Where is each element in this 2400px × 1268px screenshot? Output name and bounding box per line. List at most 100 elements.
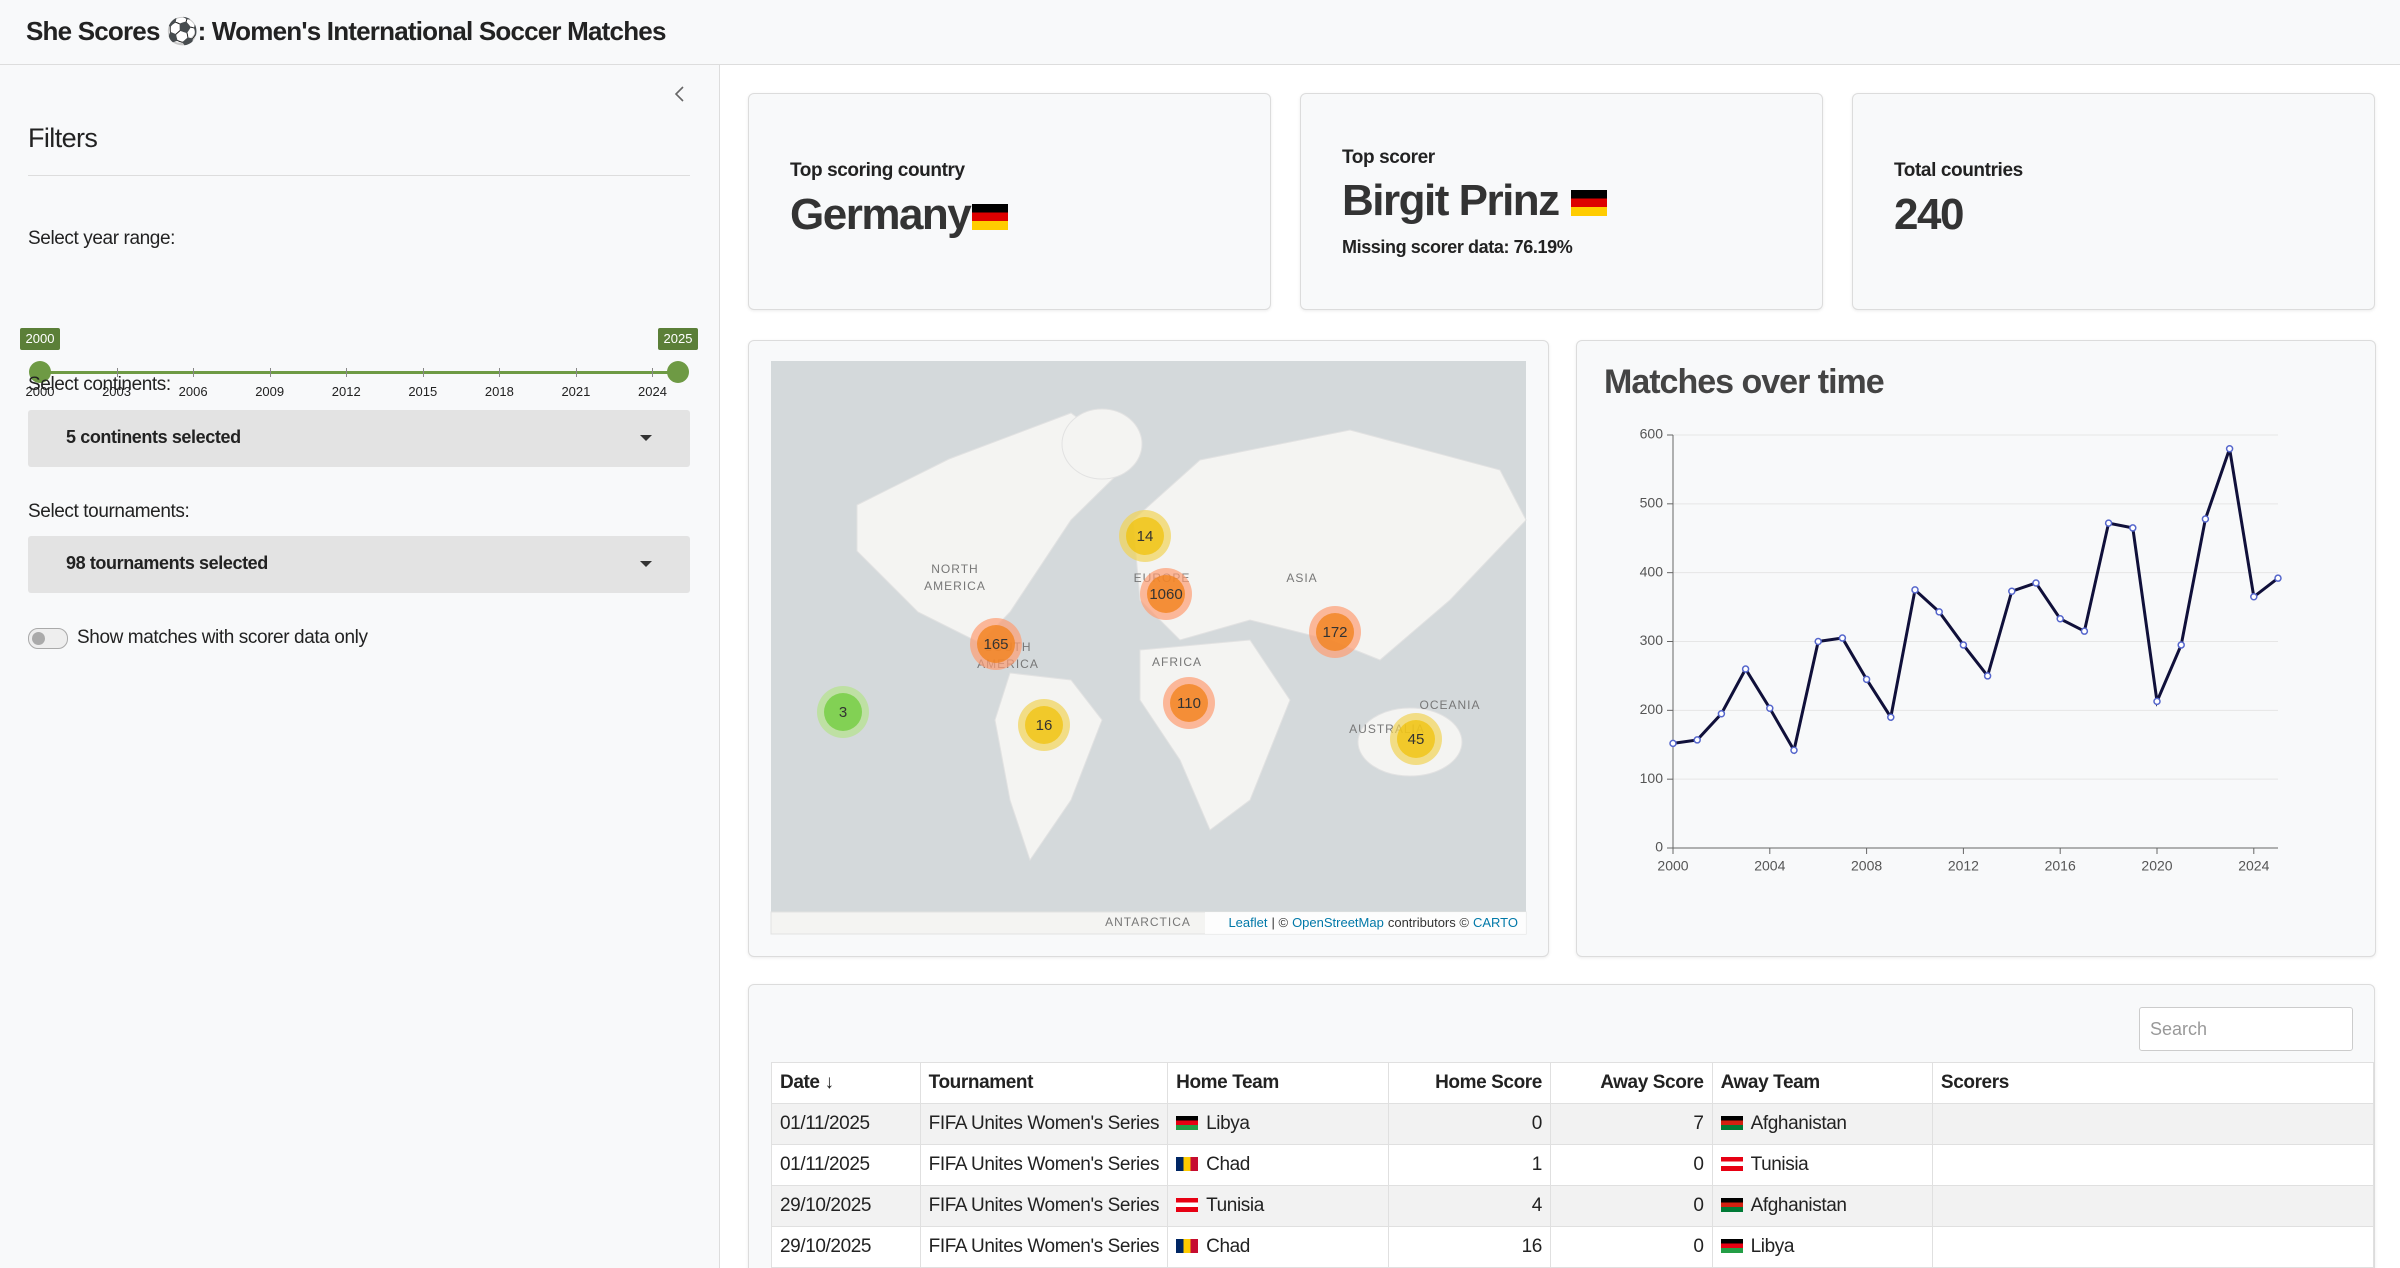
y-tick-label: 0 (1655, 839, 1663, 855)
line-marker (1791, 747, 1797, 753)
map-label: NORTH (931, 562, 978, 576)
table-cell: Afghanistan (1712, 1104, 1932, 1145)
table-cell: 1 (1389, 1145, 1551, 1186)
header-row: Date ↓TournamentHome TeamHome ScoreAway … (772, 1063, 2374, 1104)
line-marker (2033, 580, 2039, 586)
map-label: AMERICA (924, 579, 986, 593)
table-cell: Tunisia (1712, 1145, 1932, 1186)
table-row: 29/10/2025FIFA Unites Women's SeriesTuni… (772, 1186, 2374, 1227)
table-cell: 01/11/2025 (772, 1104, 921, 1145)
cluster-count: 14 (1137, 528, 1154, 545)
table-cell: Chad (1168, 1227, 1389, 1268)
table-row: 01/11/2025FIFA Unites Women's SeriesLiby… (772, 1104, 2374, 1145)
search-placeholder: Search (2150, 1019, 2207, 1040)
x-tick-label: 2004 (1754, 858, 1785, 874)
attribution-part: | © (1271, 915, 1288, 930)
line-marker (1985, 673, 1991, 679)
cluster-count: 1060 (1149, 586, 1182, 603)
cell-text: Tunisia (1751, 1154, 1809, 1175)
map-cluster[interactable]: 16 (1018, 699, 1070, 751)
map-label: ANTARCTICA (1105, 915, 1191, 929)
table-panel: Search Date ↓TournamentHome TeamHome Sco… (748, 984, 2375, 1268)
line-marker (2275, 575, 2281, 581)
table-cell: Libya (1168, 1104, 1389, 1145)
line-marker (2081, 628, 2087, 634)
map-cluster[interactable]: 3 (817, 686, 869, 738)
chart-title: Matches over time (1604, 363, 1884, 401)
line-marker (2154, 698, 2160, 704)
column-header[interactable]: Home Team (1168, 1063, 1389, 1104)
table-cell: FIFA Unites Women's Series (920, 1104, 1167, 1145)
map-attribution: Leaflet | © OpenStreetMap contributors ©CAR… (1228, 915, 1518, 930)
cluster-count: 3 (839, 704, 847, 721)
search-box[interactable]: Search (2139, 1007, 2353, 1051)
map-cluster[interactable]: 172 (1309, 606, 1361, 658)
x-tick-label: 2012 (1948, 858, 1979, 874)
column-header[interactable]: Away Team (1712, 1063, 1932, 1104)
cluster-count: 110 (1177, 695, 1201, 712)
table-cell (1932, 1186, 2373, 1227)
line-marker (1839, 635, 1845, 641)
table-cell: 4 (1389, 1186, 1551, 1227)
map-cluster[interactable]: 165 (970, 618, 1022, 670)
map-cluster[interactable]: 1060 (1140, 568, 1192, 620)
column-header[interactable]: Home Score (1389, 1063, 1551, 1104)
map-cluster[interactable]: 14 (1119, 510, 1171, 562)
line-series (1673, 449, 2278, 750)
column-header[interactable]: Scorers (1932, 1063, 2373, 1104)
x-tick-label: 2000 (1657, 858, 1688, 874)
x-tick-label: 2016 (2045, 858, 2076, 874)
line-marker (1864, 676, 1870, 682)
y-tick-label: 300 (1640, 632, 1664, 648)
line-marker (1960, 642, 1966, 648)
attribution-part: Leaflet (1228, 915, 1267, 930)
y-tick-label: 500 (1640, 495, 1664, 511)
flag-icon (1176, 1198, 1198, 1212)
map-cluster[interactable]: 45 (1390, 713, 1442, 765)
table-cell: 01/11/2025 (772, 1145, 921, 1186)
column-header[interactable]: Away Score (1550, 1063, 1712, 1104)
table-cell: Libya (1712, 1227, 1932, 1268)
line-marker (2202, 516, 2208, 522)
table-cell: 0 (1550, 1145, 1712, 1186)
table-cell: 0 (1550, 1227, 1712, 1268)
y-tick-label: 200 (1640, 701, 1664, 717)
flag-icon (1721, 1198, 1743, 1212)
column-header[interactable]: Date ↓ (772, 1063, 921, 1104)
flag-icon (1721, 1239, 1743, 1253)
line-marker (1670, 740, 1676, 746)
table-row: 29/10/2025FIFA Unites Women's SeriesChad… (772, 1227, 2374, 1268)
table-cell: 29/10/2025 (772, 1227, 921, 1268)
line-marker (2130, 525, 2136, 531)
line-marker (1767, 705, 1773, 711)
cell-text: Afghanistan (1751, 1113, 1847, 1134)
flag-icon (1721, 1116, 1743, 1130)
line-marker (2178, 642, 2184, 648)
x-tick-label: 2020 (2141, 858, 2172, 874)
table-cell: Tunisia (1168, 1186, 1389, 1227)
table-cell: Afghanistan (1712, 1186, 1932, 1227)
flag-icon (1176, 1239, 1198, 1253)
cell-text: Chad (1206, 1236, 1250, 1257)
table-cell (1932, 1227, 2373, 1268)
line-marker (1743, 666, 1749, 672)
table-cell (1932, 1104, 2373, 1145)
flag-icon (1176, 1116, 1198, 1130)
table-row: 01/11/2025FIFA Unites Women's SeriesChad… (772, 1145, 2374, 1186)
column-header[interactable]: Tournament (920, 1063, 1167, 1104)
attribution-part: contributors © (1388, 915, 1470, 930)
cell-text: Chad (1206, 1154, 1250, 1175)
line-marker (2251, 594, 2257, 600)
map-cluster[interactable]: 110 (1163, 677, 1215, 729)
y-tick-label: 100 (1640, 770, 1664, 786)
attribution-part: OpenStreetMap (1292, 915, 1384, 930)
flag-icon (1721, 1157, 1743, 1171)
table-cell: 7 (1550, 1104, 1712, 1145)
x-tick-label: 2024 (2238, 858, 2269, 874)
table-cell: 16 (1389, 1227, 1551, 1268)
line-marker (2227, 446, 2233, 452)
cell-text: Tunisia (1206, 1195, 1264, 1216)
attribution-part: CARTO (1473, 915, 1518, 930)
cluster-count: 16 (1036, 717, 1053, 734)
map-label: ASIA (1286, 571, 1317, 585)
